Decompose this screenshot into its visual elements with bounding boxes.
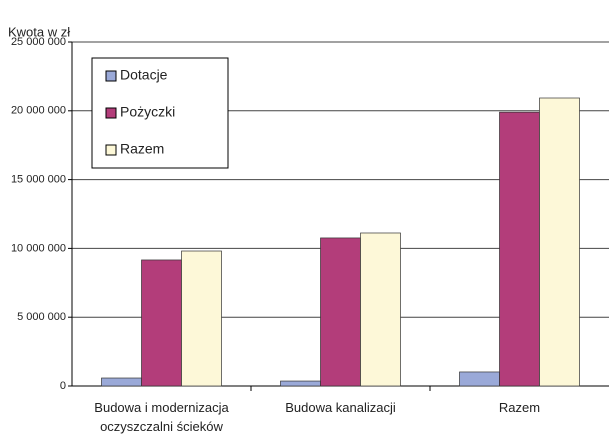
bar [360, 232, 401, 387]
legend-label: Pożyczki [120, 104, 175, 120]
y-tick-label: 15 000 000 [11, 174, 66, 186]
y-tick-label: 0 [60, 380, 66, 392]
y-tick-label: 5 000 000 [17, 311, 66, 323]
x-tick-label: Budowa i modernizacja oczyszczalni ściek… [94, 400, 229, 434]
bar [141, 259, 182, 387]
y-tick-label: 20 000 000 [11, 105, 66, 117]
legend-swatch [105, 144, 117, 156]
legend-label: Dotacje [120, 67, 168, 83]
bar [499, 111, 540, 387]
x-tick-label: Razem [498, 400, 541, 415]
legend-swatch [105, 70, 117, 82]
y-tick-label: 25 000 000 [11, 36, 66, 48]
y-tick-label: 10 000 000 [11, 242, 66, 254]
legend-label: Razem [120, 141, 164, 157]
bar [539, 97, 580, 387]
bar [101, 377, 142, 387]
y-axis-label: Kwota w zł [8, 24, 70, 39]
bar [280, 380, 321, 387]
legend-swatch [105, 107, 117, 119]
bar [320, 237, 361, 387]
bar [459, 371, 500, 387]
bar [181, 250, 222, 387]
x-tick-label: Budowa kanalizacji [285, 400, 396, 415]
